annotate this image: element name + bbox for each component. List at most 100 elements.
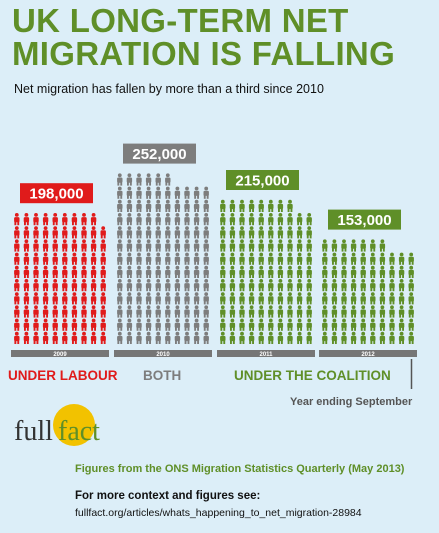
- person-icon: [296, 292, 303, 305]
- person-icon: [62, 318, 68, 331]
- logo-text-fact: fact: [58, 416, 100, 447]
- person-icon: [229, 226, 236, 239]
- person-icon: [389, 331, 395, 344]
- person-icon: [100, 265, 106, 278]
- person-icon: [14, 305, 20, 318]
- person-icon: [145, 279, 152, 292]
- person-icon: [350, 252, 357, 265]
- person-icon: [398, 331, 405, 344]
- person-icon: [306, 265, 312, 278]
- person-icon: [90, 265, 97, 278]
- fullfact-logo: full fact: [14, 404, 100, 447]
- person-icon: [203, 252, 209, 265]
- person-icon: [155, 173, 161, 186]
- bar-2012: [322, 239, 414, 344]
- person-icon: [193, 213, 200, 226]
- person-icon: [117, 331, 123, 344]
- person-icon: [287, 331, 293, 344]
- person-icon: [389, 279, 395, 292]
- person-icon: [239, 199, 245, 212]
- person-icon: [81, 331, 87, 344]
- person-icon: [81, 252, 87, 265]
- person-icon: [229, 292, 236, 305]
- person-icon: [398, 292, 405, 305]
- person-icon: [268, 252, 274, 265]
- person-icon: [408, 292, 414, 305]
- context-link[interactable]: fullfact.org/articles/whats_happening_to…: [75, 507, 362, 519]
- person-icon: [71, 252, 78, 265]
- person-icon: [408, 265, 414, 278]
- person-icon: [203, 265, 209, 278]
- person-icon: [71, 213, 78, 226]
- person-icon: [193, 305, 200, 318]
- person-icon: [71, 305, 78, 318]
- person-icon: [360, 239, 366, 252]
- person-icon: [33, 265, 39, 278]
- person-icon: [296, 239, 303, 252]
- person-icon: [136, 318, 142, 331]
- person-icon: [398, 305, 405, 318]
- person-icon: [165, 239, 171, 252]
- person-icon: [306, 279, 312, 292]
- value-label-box: [123, 143, 196, 164]
- person-icon: [71, 318, 78, 331]
- person-icon: [145, 318, 152, 331]
- person-icon: [145, 199, 152, 212]
- person-icon: [126, 186, 133, 199]
- person-icon: [33, 318, 39, 331]
- person-icon: [341, 331, 347, 344]
- person-icon: [184, 279, 190, 292]
- person-icon: [408, 318, 414, 331]
- person-icon: [277, 279, 284, 292]
- person-icon: [155, 279, 161, 292]
- person-icon: [42, 239, 49, 252]
- year-tick-label: 2011: [259, 352, 273, 358]
- person-icon: [193, 186, 200, 199]
- person-icon: [100, 226, 106, 239]
- person-icon: [277, 226, 284, 239]
- person-icon: [258, 292, 264, 305]
- person-icon: [90, 279, 97, 292]
- person-icon: [193, 239, 200, 252]
- person-icon: [62, 226, 68, 239]
- person-icon: [14, 265, 20, 278]
- person-icon: [174, 213, 181, 226]
- person-icon: [306, 318, 312, 331]
- person-icon: [398, 252, 405, 265]
- person-icon: [14, 331, 20, 344]
- person-icon: [268, 226, 274, 239]
- person-icon: [14, 239, 20, 252]
- person-icon: [42, 279, 49, 292]
- person-icon: [23, 292, 30, 305]
- year-strip: [319, 350, 417, 357]
- person-icon: [287, 265, 293, 278]
- person-icon: [239, 252, 245, 265]
- person-icon: [126, 331, 133, 344]
- person-icon: [184, 213, 190, 226]
- person-icon: [203, 292, 209, 305]
- person-icon: [277, 239, 284, 252]
- person-icon: [155, 305, 161, 318]
- person-icon: [136, 292, 142, 305]
- person-icon: [248, 199, 255, 212]
- value-label-box: [20, 183, 93, 204]
- person-icon: [408, 252, 414, 265]
- person-icon: [389, 305, 395, 318]
- person-icon: [52, 318, 58, 331]
- person-icon: [248, 279, 255, 292]
- person-icon: [268, 331, 274, 344]
- person-icon: [239, 305, 245, 318]
- person-icon: [117, 279, 123, 292]
- person-icon: [52, 252, 58, 265]
- person-icon: [350, 239, 357, 252]
- person-icon: [220, 331, 226, 344]
- person-icon: [322, 292, 328, 305]
- person-icon: [193, 318, 200, 331]
- person-icon: [165, 305, 171, 318]
- person-icon: [52, 292, 58, 305]
- person-icon: [81, 226, 87, 239]
- person-icon: [322, 305, 328, 318]
- person-icon: [229, 199, 236, 212]
- person-icon: [389, 265, 395, 278]
- person-icon: [350, 279, 357, 292]
